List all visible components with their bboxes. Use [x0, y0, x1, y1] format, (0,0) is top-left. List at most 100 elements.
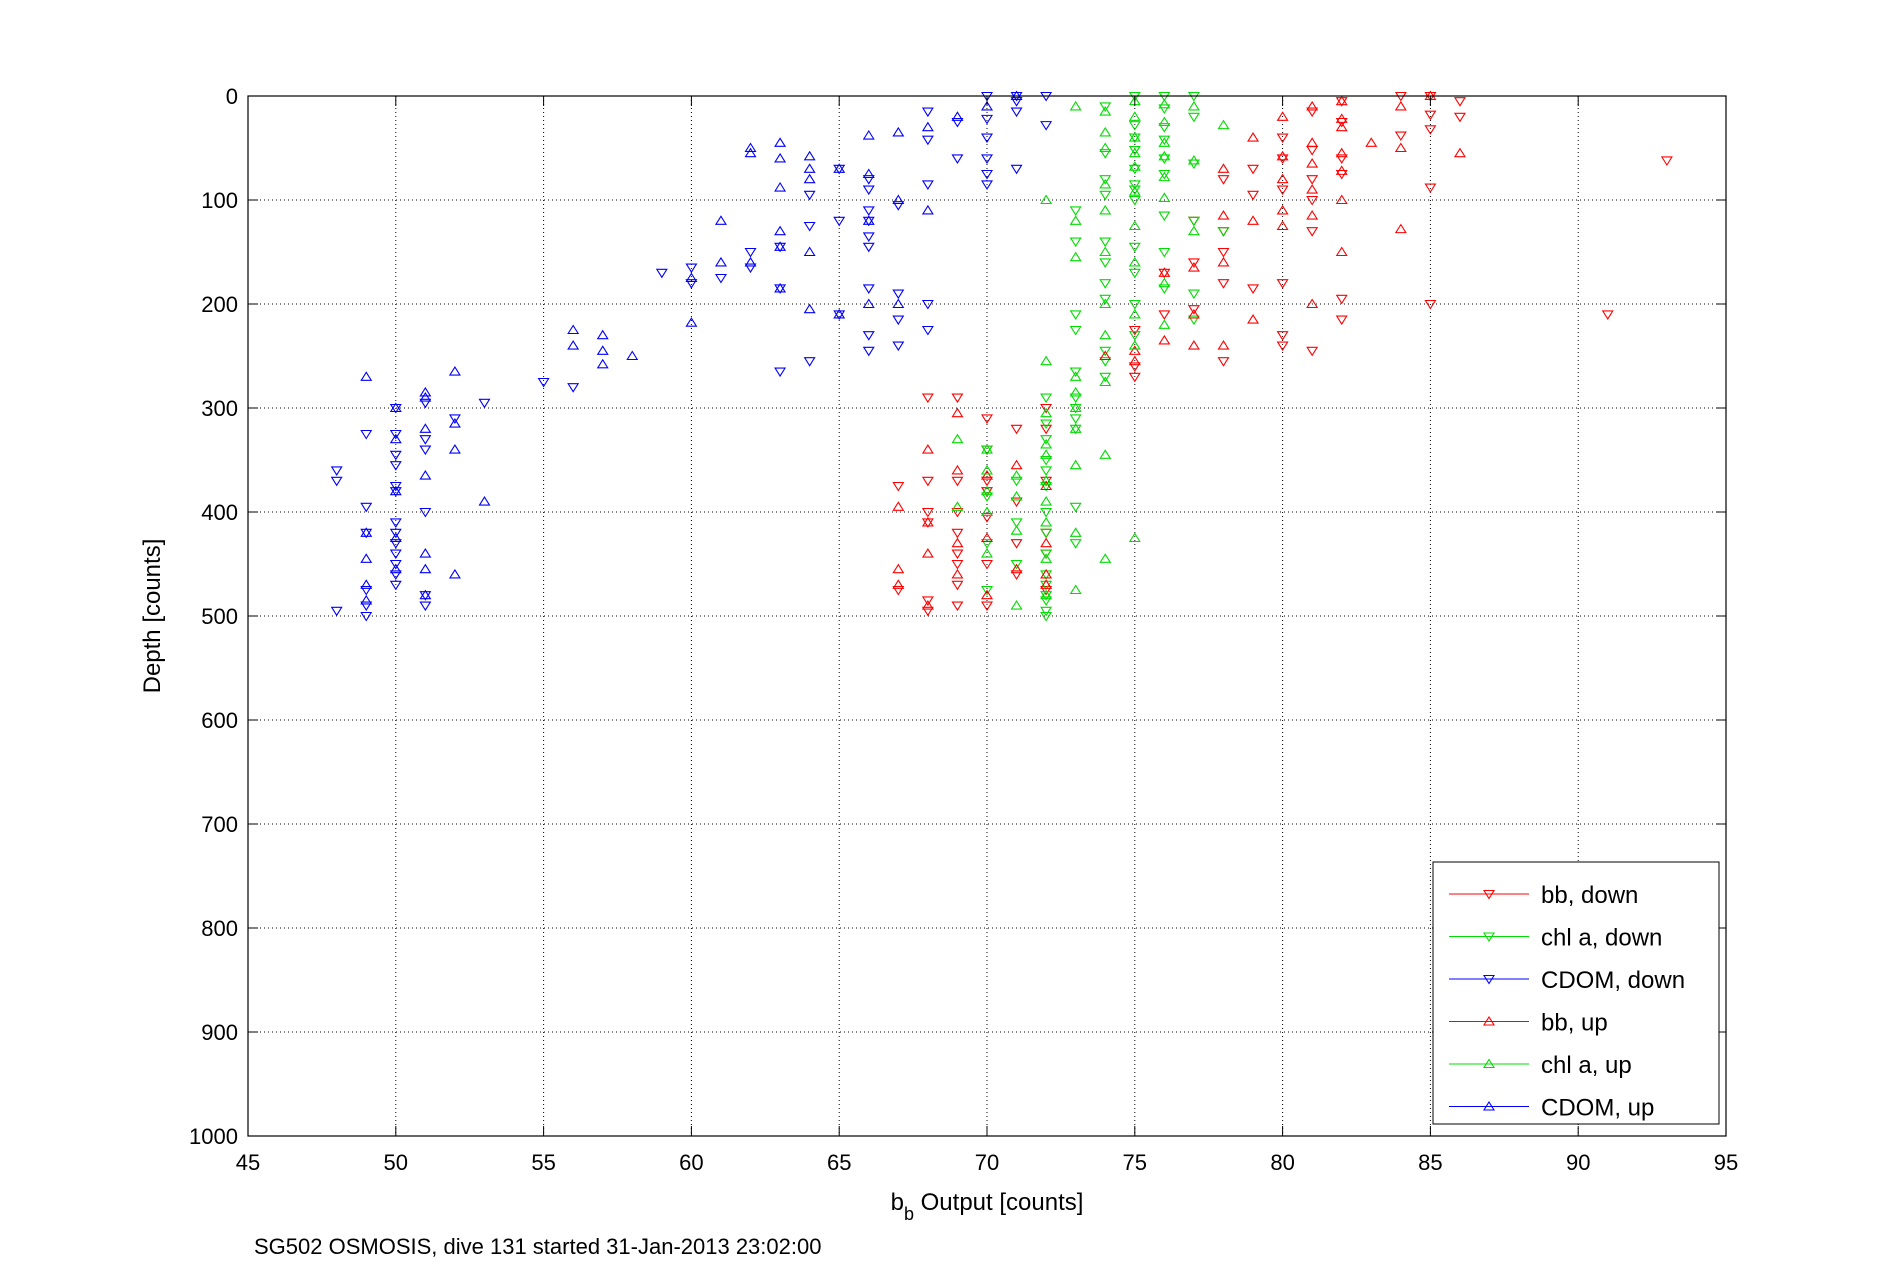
data-point [419, 507, 432, 518]
data-point [1040, 407, 1053, 418]
data-point [1247, 164, 1260, 175]
data-point [389, 532, 402, 543]
x-tick-label: 95 [1714, 1150, 1738, 1175]
data-point [1040, 568, 1053, 579]
x-tick-label: 45 [236, 1150, 260, 1175]
data-point [1040, 393, 1053, 404]
data-point [1099, 376, 1112, 387]
data-point [1040, 424, 1053, 435]
data-point [714, 273, 727, 284]
data-point [1040, 355, 1053, 366]
data-point [774, 181, 787, 192]
data-point [1187, 112, 1200, 123]
data-point [1069, 423, 1082, 433]
data-point [330, 606, 343, 617]
data-point [1187, 305, 1200, 315]
data-point [419, 470, 432, 480]
data-point [951, 559, 964, 570]
data-point [1099, 449, 1112, 459]
data-point [1040, 438, 1053, 449]
data-point [951, 507, 964, 518]
data-point [921, 548, 934, 558]
data-point [981, 169, 993, 180]
data-point [1040, 585, 1053, 596]
data-point [1010, 97, 1023, 107]
data-point [1069, 367, 1082, 378]
data-point [1040, 611, 1053, 622]
data-point [448, 568, 461, 579]
data-point [389, 461, 402, 471]
data-point [951, 476, 964, 487]
data-point [1099, 237, 1112, 248]
y-tick-label: 800 [201, 916, 238, 941]
data-point [862, 168, 875, 179]
data-point [1010, 518, 1023, 528]
data-point [892, 289, 905, 300]
data-point [981, 180, 993, 190]
legend-marker [1483, 1100, 1495, 1111]
data-point [360, 594, 373, 605]
data-point [389, 402, 402, 413]
data-point [1187, 258, 1200, 268]
series-2 [330, 91, 1053, 622]
data-point [744, 263, 757, 274]
data-point [1099, 357, 1112, 367]
data-point [1128, 220, 1141, 231]
data-point [1158, 135, 1171, 146]
data-point [981, 476, 993, 487]
data-point [1099, 372, 1112, 383]
data-point [1276, 204, 1289, 215]
data-point [1306, 100, 1319, 111]
data-point [1040, 589, 1053, 600]
data-point [1158, 284, 1171, 294]
data-point [1099, 175, 1112, 185]
data-point [774, 152, 787, 163]
data-point [862, 129, 875, 140]
data-point [1069, 371, 1082, 381]
legend-marker [1483, 974, 1495, 985]
data-point [892, 579, 905, 589]
data-point [921, 393, 934, 404]
data-point [1158, 150, 1171, 161]
data-point [921, 476, 934, 487]
data-point [1187, 289, 1200, 300]
data-point [1158, 334, 1171, 345]
data-point [1158, 98, 1171, 109]
data-point [448, 444, 461, 454]
data-point [1276, 133, 1289, 144]
data-point [1040, 606, 1053, 617]
data-point [1247, 314, 1260, 324]
data-point [744, 256, 757, 267]
y-tick-label: 900 [201, 1020, 238, 1045]
data-point [1069, 459, 1082, 470]
data-point [1099, 553, 1112, 563]
data-point [626, 350, 639, 361]
data-point [892, 315, 905, 326]
data-point [862, 298, 875, 309]
data-point [981, 470, 993, 480]
data-point [478, 398, 491, 409]
data-point [596, 329, 609, 340]
data-point [448, 414, 461, 424]
data-point [892, 341, 905, 352]
data-point [1306, 227, 1319, 237]
data-point [419, 445, 432, 456]
data-point [360, 601, 373, 612]
x-tick-label: 60 [679, 1150, 703, 1175]
data-point [833, 308, 846, 319]
legend-box [1432, 861, 1720, 1125]
data-point [774, 367, 787, 378]
y-tick-label: 0 [226, 84, 238, 109]
data-point [1040, 475, 1053, 485]
data-point [951, 154, 964, 164]
data-point [1217, 279, 1230, 289]
data-point [1040, 549, 1053, 560]
data-point [478, 496, 491, 506]
x-tick-label: 70 [975, 1150, 999, 1175]
data-point [1158, 211, 1171, 222]
data-point [1217, 163, 1230, 173]
data-point [862, 175, 875, 185]
data-point [360, 585, 373, 596]
legend-entry-label: chl a, down [1541, 925, 1662, 952]
data-point [1394, 142, 1407, 153]
